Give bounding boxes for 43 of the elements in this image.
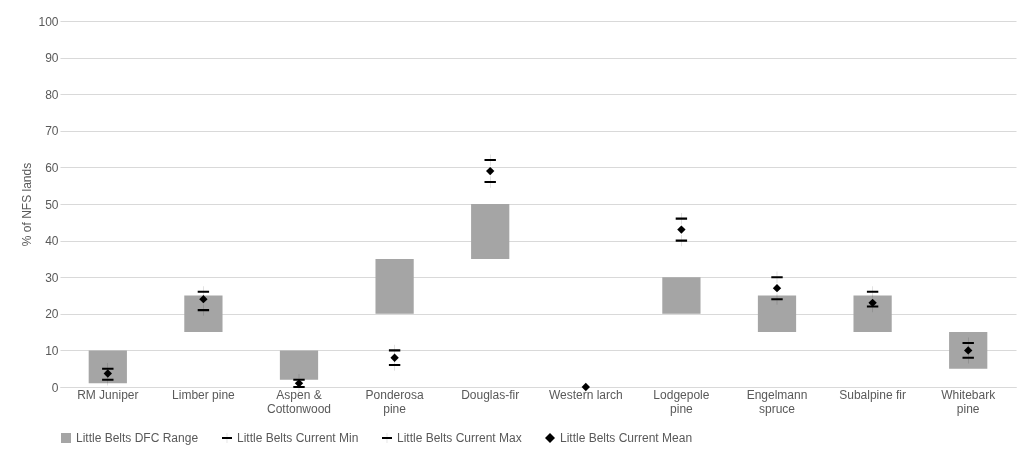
y-tick-label: 10 [45,343,59,358]
point [486,166,495,176]
bar [279,350,319,380]
y-tick-label: 40 [45,234,59,249]
y-tick-label: 50 [45,197,59,212]
bar [853,295,892,333]
point [772,284,782,293]
x-tick-label: RM Juniper [77,387,139,402]
y-tick-label: 20 [45,307,59,322]
y-tick-label: 0 [51,380,59,395]
y-tick-label: 80 [45,87,59,102]
bar [949,332,988,369]
x-tick-label: Aspen & Cottonwood [266,387,332,416]
x-tick-label: Engelmann spruce [746,387,808,416]
legend-label: Little Belts DFC Range [76,431,199,445]
x-tick-label: Lodgepole pine [653,387,710,416]
point [868,298,877,307]
point [964,346,973,355]
bar [757,295,797,333]
legend-label: Little Belts Current Min [237,431,359,445]
point [677,225,686,234]
point [103,369,112,378]
bar [88,350,127,384]
point [199,294,208,304]
bar [471,204,510,259]
y-tick-label: 30 [45,270,59,285]
y-tick-label: 60 [45,160,59,175]
y-tick-label: 90 [45,51,59,66]
x-tick-label: Ponderosa pine [365,387,424,416]
y-tick-label: 70 [45,124,59,139]
y-tick-label: 100 [38,14,59,29]
bar [184,295,223,333]
legend-label: Little Belts Current Max [397,431,522,445]
y-axis-title: % of NFS lands [20,162,35,247]
x-tick-label: Subalpine fir [839,387,906,402]
x-tick-label: Limber pine [172,387,236,402]
point [390,353,399,362]
legend-label: Little Belts Current Mean [560,431,693,445]
x-tick-label: Douglas-fir [461,387,520,402]
bar [662,277,701,314]
bar [375,258,414,314]
x-tick-label: Western larch [548,387,623,402]
x-tick-label: Whitebark pine [941,387,997,416]
